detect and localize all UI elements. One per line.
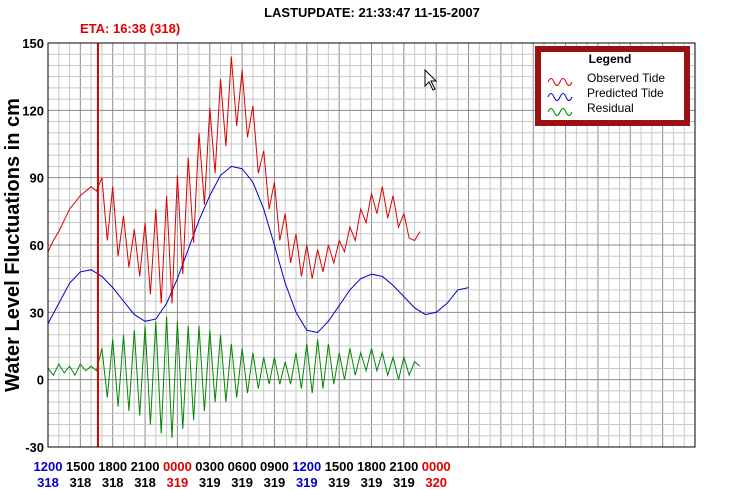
x-tick-time: 1500 <box>325 459 354 474</box>
y-tick-label: 0 <box>37 373 44 388</box>
x-tick-day: 319 <box>328 475 350 490</box>
x-tick-day: 319 <box>361 475 383 490</box>
x-tick-time: 0000 <box>163 459 192 474</box>
y-tick-label: 60 <box>30 238 44 253</box>
series-observed-tide <box>47 56 421 304</box>
x-tick-time: 0900 <box>260 459 289 474</box>
x-tick-day: 319 <box>199 475 221 490</box>
y-tick-label: 150 <box>22 36 44 51</box>
x-tick-time: 0600 <box>228 459 257 474</box>
x-tick-time: 0000 <box>422 459 451 474</box>
x-tick-day: 318 <box>37 475 59 490</box>
series-predicted-tide <box>47 165 469 334</box>
x-tick-time: 1800 <box>98 459 127 474</box>
x-tick-day: 319 <box>296 475 318 490</box>
x-tick-time: 1500 <box>66 459 95 474</box>
mouse-cursor-icon <box>424 68 438 91</box>
legend-swatch-predicted <box>547 93 573 101</box>
legend-swatch-observed <box>547 78 573 86</box>
last-update-header: LASTUPDATE: 21:33:47 11-15-2007 <box>264 5 480 20</box>
y-tick-label: 120 <box>22 103 44 118</box>
x-tick-time: 1200 <box>34 459 63 474</box>
legend: Legend Observed Tide Predicted Tide Resi… <box>535 46 690 126</box>
x-tick-day: 318 <box>69 475 91 490</box>
x-tick-day: 319 <box>167 475 189 490</box>
x-tick-day: 319 <box>264 475 286 490</box>
x-tick-time: 1800 <box>357 459 386 474</box>
x-tick-time: 2100 <box>389 459 418 474</box>
x-tick-time: 2100 <box>131 459 160 474</box>
legend-label-observed: Observed Tide <box>587 71 665 85</box>
y-tick-label: 30 <box>30 305 44 320</box>
x-tick-day: 319 <box>231 475 253 490</box>
series-residual <box>47 316 421 439</box>
legend-label-predicted: Predicted Tide <box>587 86 664 100</box>
eta-label: ETA: 16:38 (318) <box>80 21 180 36</box>
legend-label-residual: Residual <box>587 101 634 115</box>
series-lines <box>47 56 469 439</box>
x-tick-day: 319 <box>393 475 415 490</box>
legend-title: Legend <box>589 52 632 66</box>
y-tick-label: -30 <box>25 440 44 455</box>
x-tick-day: 318 <box>102 475 124 490</box>
plot-frame <box>47 42 696 448</box>
legend-swatch-residual <box>547 108 573 116</box>
y-axis-label: Water Level Fluctuations in cm <box>2 98 24 392</box>
x-tick-day: 320 <box>425 475 447 490</box>
x-tick-time: 1200 <box>292 459 321 474</box>
y-tick-label: 90 <box>30 171 44 186</box>
x-tick-time: 0300 <box>195 459 224 474</box>
y-tick-labels: -30 0 30 60 90 120 150 <box>22 36 44 455</box>
x-tick-labels: 1200318150031818003182100318000031903003… <box>34 459 451 490</box>
legend-box <box>541 52 684 120</box>
x-tick-day: 318 <box>134 475 156 490</box>
